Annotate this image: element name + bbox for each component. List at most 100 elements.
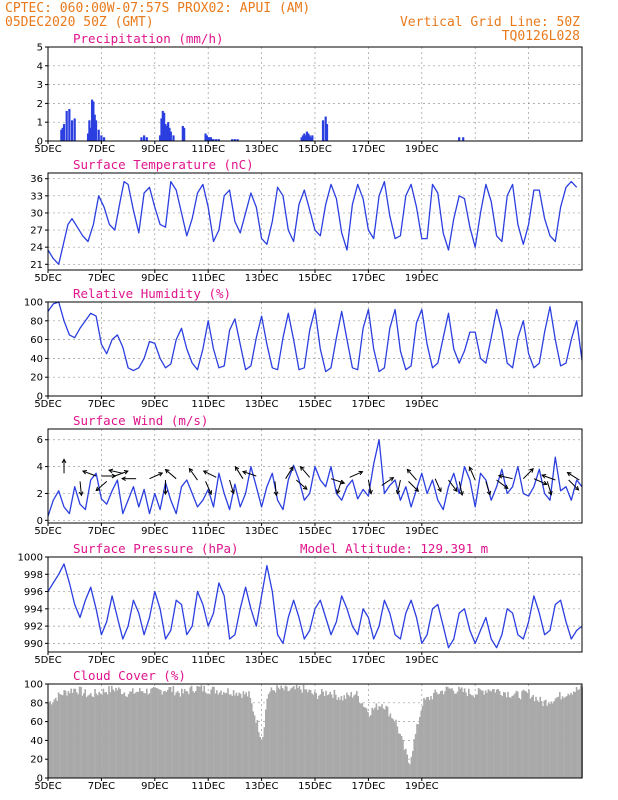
cloud-area-bar: [332, 697, 334, 778]
precip-bar: [324, 116, 327, 141]
cloud-area-bar: [442, 694, 445, 778]
cloud-area-bar: [155, 687, 158, 778]
rh-xtick-label: 11DEC: [191, 399, 225, 410]
cloud-area-bar: [307, 692, 309, 778]
cloud-area-bar: [396, 726, 399, 778]
cloud-ytick-label: 20: [30, 755, 43, 766]
cloud-xtick-label: 17DEC: [352, 781, 386, 792]
precip-bar: [73, 118, 76, 141]
rh-xtick-label: 5DEC: [34, 399, 61, 410]
cloud-area-bar: [252, 711, 254, 778]
cloud-area-bar: [186, 691, 189, 778]
cloud-area-bar: [185, 691, 187, 778]
cloud-area-bar: [259, 737, 261, 778]
cloud-area-bar: [246, 696, 249, 778]
wind-arrow-shaft: [408, 481, 419, 492]
cloud-area-bar: [211, 686, 214, 778]
pres-title: Surface Pressure (hPa): [73, 541, 239, 556]
cloud-area-bar: [50, 704, 53, 778]
precip-bar: [163, 112, 166, 141]
cloud-area-bar: [322, 691, 324, 778]
cloud-area-bar: [455, 693, 457, 778]
cloud-area-bar: [291, 687, 294, 778]
precip-bar: [303, 133, 306, 141]
cloud-area-bar: [251, 703, 253, 778]
wind-arrow-shaft: [448, 479, 458, 492]
cloud-area-bar: [340, 696, 343, 778]
cloud-area-bar: [143, 692, 145, 778]
cloud-area-bar: [444, 691, 446, 778]
cloud-area-bar: [279, 689, 281, 778]
cloud-area-bar: [134, 692, 137, 778]
wind-arrow: [566, 472, 580, 481]
cloud-area-bar: [91, 696, 93, 778]
precip-bar: [183, 127, 186, 141]
cloud-area-bar: [384, 709, 386, 778]
wind-arrow-head: [234, 465, 240, 471]
precip-title: Precipitation (mm/h): [73, 31, 224, 46]
cloud-area-bar: [466, 696, 469, 778]
pres-xtick-label: 19DEC: [405, 655, 439, 666]
header-right-line2: TQ0126L028: [502, 29, 580, 44]
wind-arrow-head: [358, 470, 364, 476]
cloud-area-bar: [470, 695, 473, 778]
wind-arrow-head: [548, 490, 553, 496]
wind-arrow-head: [108, 468, 114, 474]
wind-panel: 0 2 4 6 5DEC 7DEC 9DEC 11DEC 13DEC 15DEC 17DEC 19DE…: [34, 413, 583, 537]
wind-arrow-shaft: [82, 470, 97, 477]
cloud-area-bar: [237, 695, 239, 778]
cloud-area-bar: [519, 699, 522, 778]
precip-bar: [88, 120, 91, 141]
wind-arrow-shaft: [522, 468, 534, 480]
cloud-area-bar: [402, 739, 404, 778]
cloud-area-bar: [94, 688, 96, 778]
rh-xtick-label: 13DEC: [245, 399, 279, 410]
precip-bar: [325, 124, 329, 141]
cloud-area-bar: [316, 698, 319, 778]
cloud-area-bar: [125, 696, 127, 778]
precip-bar: [207, 137, 210, 141]
pres-xtick-label: 5DEC: [34, 655, 61, 666]
cloud-area-bar: [144, 693, 147, 778]
cloud-area-bar: [118, 687, 120, 778]
temp-series-line: [47, 180, 578, 265]
cloud-area-bar: [515, 690, 518, 778]
temp-xtick-label: 19DEC: [405, 273, 439, 284]
cloud-area-bar: [132, 688, 134, 778]
cloud-area-bar: [109, 692, 112, 778]
cloud-area-bar: [202, 691, 204, 778]
cloud-xtick-label: 7DEC: [88, 781, 115, 792]
cloud-area-bar: [333, 689, 336, 778]
cloud-xtick-label: 5DEC: [34, 781, 61, 792]
precip-bar: [205, 135, 208, 141]
rh-panel: 0 20 40 60 80 100 5DEC 7DEC 9DEC 11DEC 13DEC 15DEC 1…: [24, 286, 583, 410]
cloud-area-bar: [449, 688, 452, 778]
cloud-area-bar: [81, 695, 84, 778]
cloud-area-bar: [223, 692, 225, 778]
wind-arrow-head: [78, 491, 84, 497]
cloud-area-bar: [354, 694, 357, 778]
cloud-area-bar: [99, 693, 102, 778]
cloud-area-bar: [388, 716, 390, 778]
pres-ytick-label: 998: [24, 570, 43, 581]
cloud-area-bar: [459, 688, 462, 778]
wind-arrow: [163, 480, 168, 496]
wind-arrow: [121, 476, 137, 482]
cloud-area-bar: [111, 685, 113, 778]
cloud-area-bar: [147, 694, 149, 778]
cloud-area-bar: [76, 692, 78, 778]
precip-ytick-label: 1: [37, 118, 43, 129]
cloud-area-bar: [276, 685, 278, 778]
cloud-xtick-label: 15DEC: [298, 781, 332, 792]
cloud-area-bar: [342, 700, 344, 778]
cloud-area-bar: [510, 697, 512, 778]
pres-ytick-label: 994: [24, 604, 43, 615]
wind-arrow-head: [289, 465, 294, 471]
cloud-area-bar: [90, 693, 92, 778]
cloud-area-bar: [552, 703, 554, 778]
precip-xtick-label: 7DEC: [88, 144, 115, 155]
cloud-ytick-label: 0: [37, 774, 43, 785]
wind-arrow: [434, 478, 442, 493]
cloud-area-bar: [53, 699, 56, 778]
cloud-ytick-label: 80: [30, 698, 43, 709]
